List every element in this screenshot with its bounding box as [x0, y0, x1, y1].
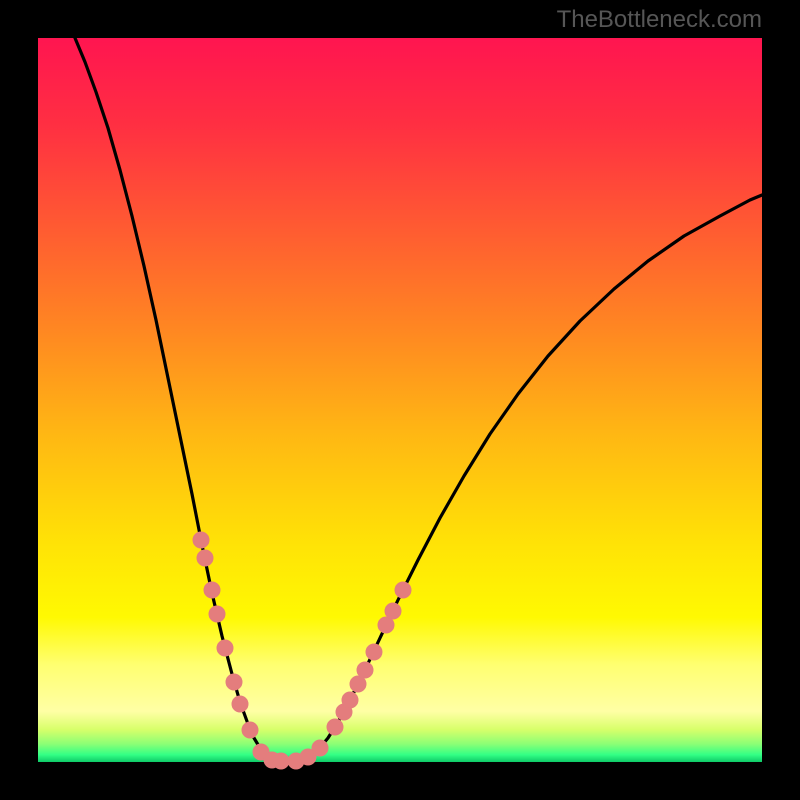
data-markers: [0, 0, 800, 800]
watermark-text: TheBottleneck.com: [557, 6, 762, 34]
bottleneck-chart: TheBottleneck.com: [0, 0, 800, 800]
